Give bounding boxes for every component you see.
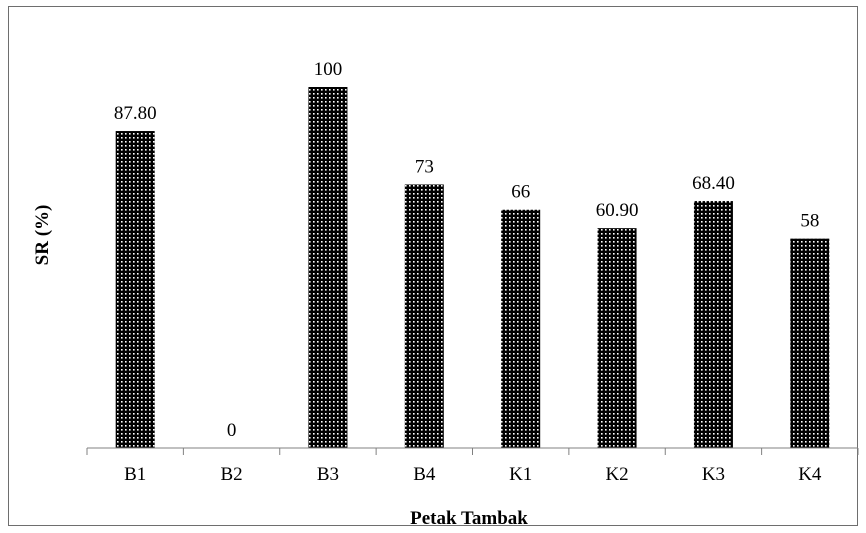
data-label-k3: 68.40 — [692, 173, 735, 194]
x-tick-label-b4: B4 — [413, 464, 436, 485]
x-tick-label-b3: B3 — [317, 464, 339, 485]
x-tick-label-k1: K1 — [509, 464, 532, 485]
bar-b4 — [404, 184, 444, 448]
data-label-b1: 87.80 — [114, 103, 157, 124]
x-tick-label-k4: K4 — [798, 464, 822, 485]
x-tick-label-b2: B2 — [220, 464, 242, 485]
data-label-k1: 66 — [511, 182, 530, 203]
data-label-b2: 0 — [227, 420, 237, 441]
x-axis-title: Petak Tambak — [410, 508, 528, 529]
bar-k4 — [790, 238, 830, 448]
data-label-b3: 100 — [314, 59, 343, 80]
bars-group — [115, 87, 830, 449]
x-tick-label-k3: K3 — [702, 464, 725, 485]
x-tick-label-k2: K2 — [605, 464, 628, 485]
y-axis-title: SR (%) — [32, 205, 53, 266]
x-tick-label-b1: B1 — [124, 464, 146, 485]
data-label-b4: 73 — [415, 156, 434, 177]
bar-b3 — [308, 87, 348, 448]
data-label-k4: 58 — [800, 211, 819, 232]
bar-b1 — [115, 131, 155, 449]
data-labels-group: 87.80 0 100 73 66 60.90 68.40 58 — [114, 59, 820, 441]
bar-k1 — [501, 209, 541, 448]
data-label-k2: 60.90 — [596, 200, 639, 221]
bar-k3 — [693, 201, 733, 448]
x-ticks-group — [86, 448, 859, 455]
x-tick-labels-group: B1 B2 B3 B4 K1 K2 K3 K4 — [124, 464, 822, 485]
bar-k2 — [597, 228, 637, 448]
